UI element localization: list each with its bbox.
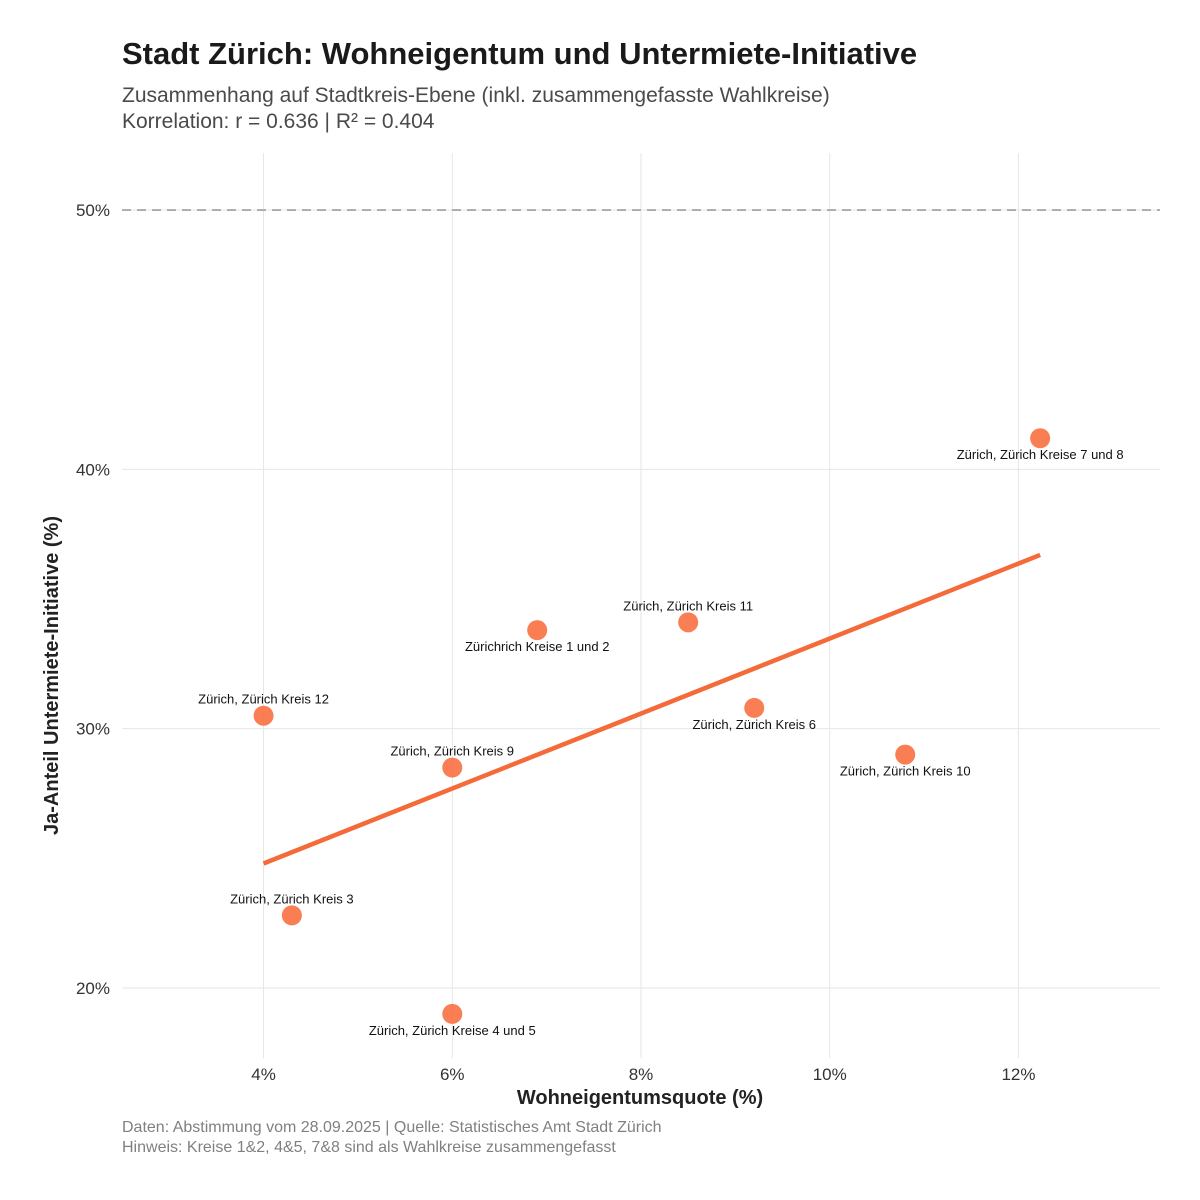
data-point (281, 905, 302, 926)
trend-line (262, 552, 1041, 866)
point-label: Zürich, Zürich Kreise 7 und 8 (957, 447, 1124, 462)
point-label: Zürich, Zürich Kreis 3 (230, 891, 354, 906)
caption-line-1: Daten: Abstimmung vom 28.09.2025 | Quell… (122, 1119, 662, 1136)
point-label: Zürich, Zürich Kreis 9 (390, 744, 514, 759)
y-tick-label: 30% (76, 720, 110, 739)
subtitle-line-1: Zusammenhang auf Stadtkreis-Ebene (inkl.… (122, 84, 830, 107)
chart-subtitle: Zusammenhang auf Stadtkreis-Ebene (inkl.… (122, 83, 830, 135)
trend-line-layer (262, 552, 1041, 866)
data-point (678, 612, 699, 633)
data-point (527, 620, 548, 641)
caption-line-2: Hinweis: Kreise 1&2, 4&5, 7&8 sind als W… (122, 1139, 616, 1156)
data-point (1030, 428, 1051, 449)
point-labels: Zürichrich Kreise 1 und 2 Zürich, Zürich … (198, 447, 1123, 1038)
data-point (895, 744, 916, 765)
point-label: Zürich, Zürich Kreis 10 (840, 764, 971, 779)
y-tick-label: 20% (76, 979, 110, 998)
axis-ticks: 4% 6% 8% 10% 12% 20% 30% 40% 50% (76, 201, 1036, 1084)
point-label: Zürich, Zürich Kreis 6 (692, 717, 816, 732)
subtitle-line-2: Korrelation: r = 0.636 | R² = 0.404 (122, 110, 435, 133)
point-label: Zürich, Zürich Kreis 12 (198, 692, 329, 707)
data-point (442, 757, 463, 778)
x-axis-title: Wohneigentumsquote (%) (517, 1087, 763, 1109)
point-label: Zürichrich Kreise 1 und 2 (465, 639, 610, 654)
chart-caption: Daten: Abstimmung vom 28.09.2025 | Quell… (122, 1118, 662, 1158)
x-tick-label: 6% (440, 1065, 465, 1084)
data-point (253, 705, 274, 726)
point-label: Zürich, Zürich Kreis 11 (623, 598, 753, 613)
y-tick-label: 50% (76, 201, 110, 220)
data-point (744, 697, 765, 718)
x-tick-label: 12% (1001, 1065, 1035, 1084)
point-label: Zürich, Zürich Kreise 4 und 5 (369, 1023, 536, 1038)
y-tick-label: 40% (76, 460, 110, 479)
data-points (253, 428, 1051, 1024)
x-tick-label: 4% (251, 1065, 276, 1084)
x-tick-label: 10% (813, 1065, 847, 1084)
x-tick-label: 8% (629, 1065, 654, 1084)
chart-title: Stadt Zürich: Wohneigentum und Untermiet… (122, 36, 918, 71)
y-axis-title: Ja-Anteil Untermiete-Initiative (%) (41, 516, 63, 835)
data-point (442, 1003, 463, 1024)
